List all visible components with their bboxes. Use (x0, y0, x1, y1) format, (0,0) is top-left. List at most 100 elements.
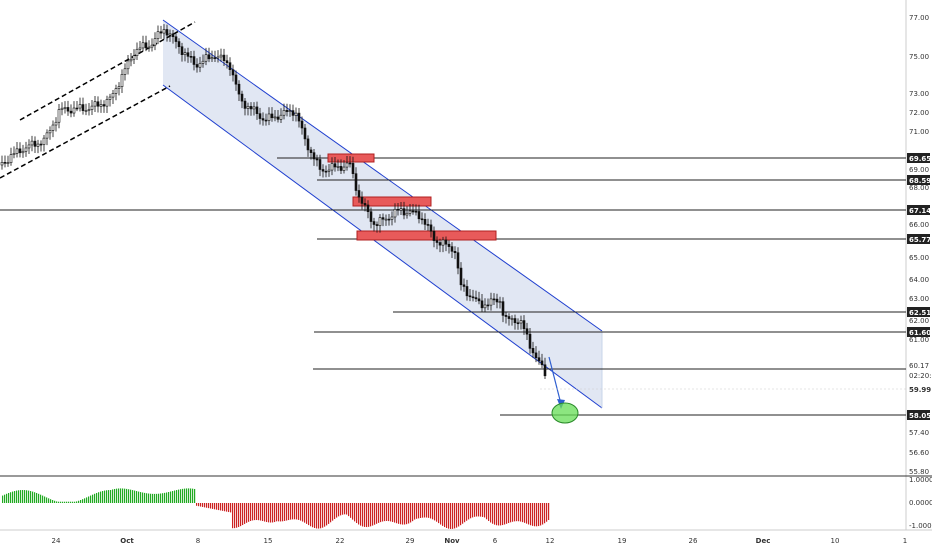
candle-body (84, 110, 88, 112)
oscillator-bar (126, 488, 128, 503)
oscillator-bar (56, 501, 58, 503)
candle-body (522, 320, 526, 330)
candle-body (198, 63, 202, 68)
time-tick-label: 1 (903, 537, 907, 545)
oscillator-bar (72, 501, 74, 503)
candle-body (528, 333, 532, 349)
oscillator-bar (536, 503, 538, 527)
oscillator-tick-label: -1.0000 (909, 522, 932, 530)
oscillator-bar (438, 503, 440, 524)
oscillator-bar (78, 500, 80, 503)
level-label-box (907, 205, 930, 215)
oscillator-bar (194, 488, 196, 503)
candle-body (474, 297, 478, 300)
oscillator-bar (548, 503, 550, 521)
oscillator-bar (28, 490, 30, 503)
supply-zone[interactable] (352, 196, 432, 207)
supply-zone[interactable] (356, 230, 497, 241)
candle-body (69, 110, 73, 114)
oscillator-bar (226, 503, 228, 512)
oscillator-bar (478, 503, 480, 517)
candle-body (492, 298, 496, 301)
candle-body (171, 33, 175, 38)
oscillator-bar (82, 499, 84, 503)
price-tick-label: 71.00 (909, 128, 929, 136)
oscillator-bar (104, 490, 106, 503)
oscillator-bar (378, 503, 380, 523)
candle-body (507, 316, 511, 319)
price-tick-label: 66.00 (909, 221, 929, 229)
oscillator-bar (170, 491, 172, 503)
oscillator-bar (480, 503, 482, 517)
oscillator-bar (428, 503, 430, 518)
oscillator-bar (42, 495, 44, 503)
oscillator-bar (44, 496, 46, 503)
oscillator-bar (394, 503, 396, 523)
oscillator-bar (24, 490, 26, 503)
oscillator-bar (422, 503, 424, 518)
oscillator-bar (440, 503, 442, 525)
oscillator-bar (308, 503, 310, 526)
current-price-box (907, 384, 929, 394)
candle-body (369, 211, 373, 222)
price-tick-label: 73.00 (909, 90, 929, 98)
oscillator-bar (370, 503, 372, 527)
oscillator-bar (444, 503, 446, 528)
oscillator-bar (324, 503, 326, 527)
candle-body (384, 218, 388, 221)
candle-body (423, 219, 427, 225)
level-label: 62.51 (909, 309, 931, 317)
oscillator-bar (526, 503, 528, 524)
oscillator-bar (16, 490, 18, 503)
candle-body (231, 69, 235, 76)
oscillator-bar (162, 493, 164, 503)
oscillator-bar (392, 503, 394, 522)
price-tick-label: 62.00 (909, 317, 929, 325)
oscillator-bar (482, 503, 484, 517)
candle-body (150, 44, 154, 48)
oscillator-bar (312, 503, 314, 528)
oscillator-bar (260, 503, 262, 521)
oscillator-bar (34, 492, 36, 503)
supply-zone[interactable] (327, 153, 375, 163)
time-tick-label: 22 (336, 537, 345, 545)
candle-body (24, 147, 28, 152)
price-tick-label: 75.00 (909, 53, 929, 61)
oscillator-bar (334, 503, 336, 520)
oscillator-bar (140, 492, 142, 503)
oscillator-bar (336, 503, 338, 518)
oscillator-bar (466, 503, 468, 521)
price-tick-label: 55.80 (909, 468, 929, 476)
candle-body (123, 68, 127, 75)
oscillator-bar (224, 503, 226, 512)
oscillator-bar (232, 503, 234, 529)
oscillator-bar (196, 503, 198, 506)
price-tick-label: 68.00 (909, 184, 929, 192)
target-circle[interactable] (551, 402, 579, 424)
candle-body (264, 119, 268, 122)
candle-body (477, 298, 481, 302)
ascending-channel-upper[interactable] (19, 21, 196, 121)
candlestick-series (0, 24, 547, 380)
candle-body (516, 322, 520, 325)
candle-body (240, 93, 244, 102)
oscillator-bar (98, 492, 100, 503)
ascending-channel-lower[interactable] (0, 85, 171, 179)
oscillator-bar (252, 503, 254, 521)
candle-body (441, 239, 445, 246)
candle-body (183, 52, 187, 55)
oscillator-bar (414, 503, 416, 520)
candle-body (531, 348, 535, 354)
oscillator-bar (46, 497, 48, 503)
candle-body (309, 149, 313, 153)
oscillator-bar (20, 490, 22, 503)
oscillator-bar (160, 493, 162, 503)
price-tick-label: 56.60 (909, 449, 929, 457)
level-label-box (907, 410, 930, 420)
channel-lower-line[interactable] (162, 84, 603, 409)
oscillator-bar (284, 503, 286, 521)
price-tick-label: 61.00 (909, 336, 929, 344)
oscillator-bar (208, 503, 210, 509)
candle-body (228, 62, 232, 70)
